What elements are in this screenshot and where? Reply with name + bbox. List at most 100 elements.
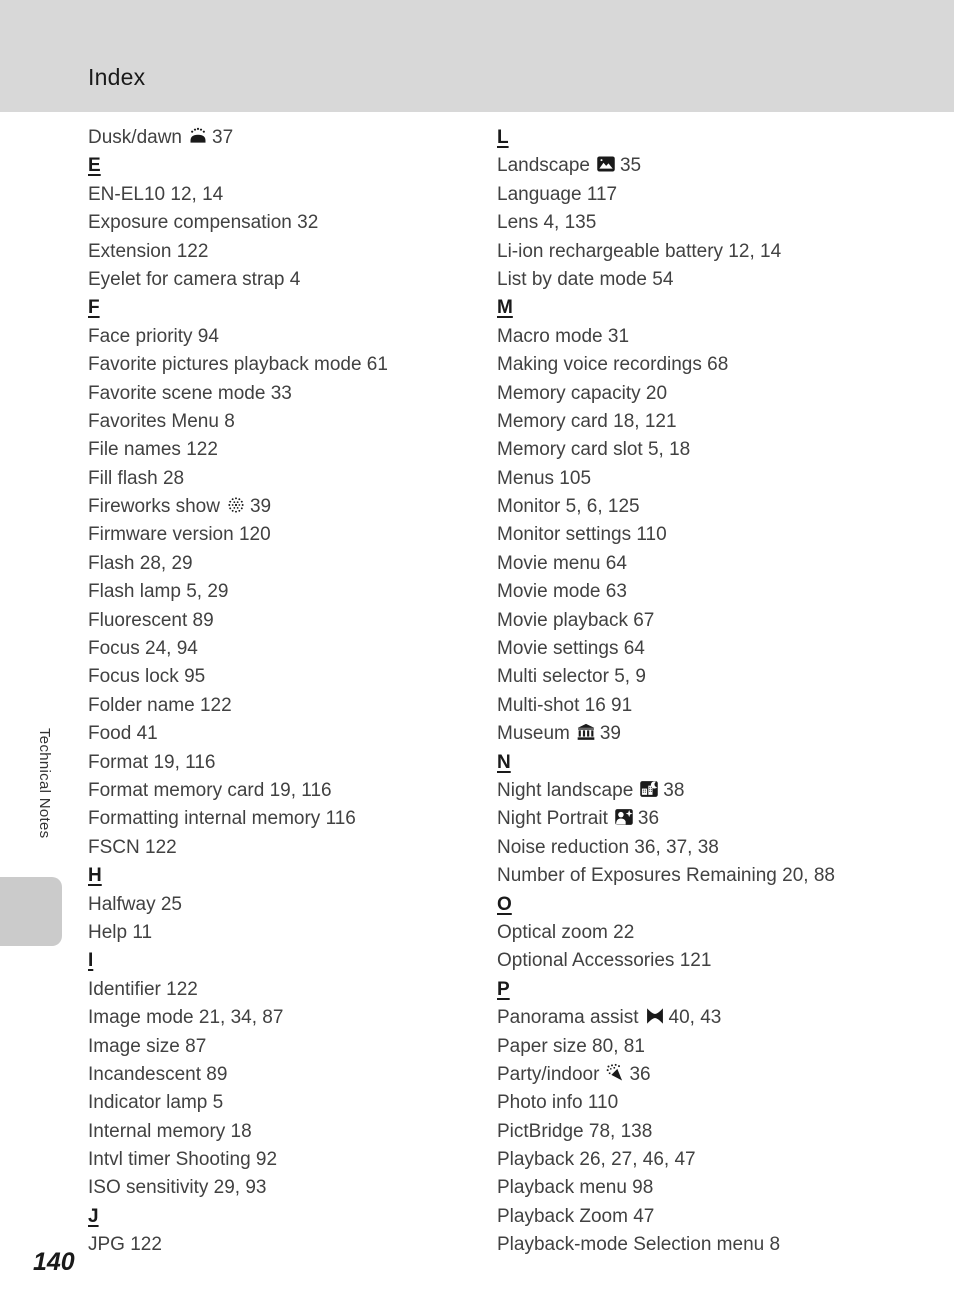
fireworks-icon (226, 495, 246, 515)
entry-label: Exposure compensation (88, 212, 292, 234)
entry-label: Fluorescent (88, 609, 188, 631)
index-entry: Playback Zoom 47 (497, 1203, 947, 1231)
entry-label: Language (497, 183, 582, 205)
entry-label: ISO sensitivity (88, 1177, 209, 1199)
index-entry: Monitor 5, 6, 125 (497, 493, 947, 521)
entry-label: FSCN (88, 836, 140, 858)
index-entry: Image mode 21, 34, 87 (88, 1004, 488, 1032)
entry-pages: 98 (626, 1177, 654, 1199)
section-letter-text: L (497, 127, 509, 148)
entry-label: Memory card (497, 410, 608, 432)
entry-label: Playback-mode Selection menu (497, 1234, 765, 1256)
section-letter: M (497, 294, 947, 322)
index-entry: List by date mode 54 (497, 266, 947, 294)
entry-pages: 92 (250, 1149, 278, 1171)
entry-pages: 54 (646, 268, 674, 290)
entry-label: Lens (497, 212, 539, 234)
index-entry: Favorites Menu 8 (88, 408, 488, 436)
entry-pages: 8 (218, 410, 235, 432)
index-entry: Face priority 94 (88, 323, 488, 351)
index-entry: Movie menu 64 (497, 550, 947, 578)
entry-pages: 19, 116 (148, 751, 216, 773)
entry-pages: 63 (600, 581, 627, 603)
entry-pages: 19, 116 (264, 779, 332, 801)
section-letter-text: P (497, 978, 510, 1000)
section-letter: H (88, 862, 488, 890)
entry-pages: 120 (233, 524, 271, 546)
entry-label: File names (88, 439, 181, 461)
entry-label: Halfway (88, 893, 156, 915)
entry-label: Paper size (497, 1035, 587, 1057)
entry-pages: 29, 93 (208, 1177, 267, 1199)
index-entry: Lens 4, 135 (497, 209, 947, 237)
index-entry: Li-ion rechargeable battery 12, 14 (497, 238, 947, 266)
chapter-label-vertical: Technical Notes (36, 728, 53, 839)
entry-pages: 116 (320, 808, 356, 830)
entry-pages: 8 (764, 1234, 781, 1256)
entry-pages: 39 (599, 723, 621, 745)
entry-label: Panorama assist (497, 1007, 639, 1029)
entry-label: Format (88, 751, 149, 773)
entry-label: Optional Accessories (497, 950, 675, 972)
entry-pages: 36, 37, 38 (629, 836, 719, 858)
entry-pages: 26, 27, 46, 47 (574, 1149, 696, 1171)
entry-pages: 39 (249, 496, 272, 518)
index-entry: Incandescent 89 (88, 1061, 488, 1089)
section-letter: J (88, 1203, 488, 1231)
entry-label: Night Portrait (497, 808, 608, 830)
page-title: Index (88, 64, 146, 90)
index-entry: Dusk/dawn 37 (88, 124, 488, 152)
entry-label: Intvl timer Shooting (88, 1149, 251, 1171)
index-entry: Favorite scene mode 33 (88, 380, 488, 408)
section-letter: O (497, 891, 947, 919)
entry-label: Identifier (88, 978, 161, 1000)
index-entry: Format 19, 116 (88, 749, 488, 777)
entry-label: Li-ion rechargeable battery (497, 240, 724, 262)
entry-pages: 5, 6, 125 (560, 496, 640, 518)
entry-label: Playback (497, 1149, 575, 1171)
entry-pages: 5, 9 (608, 666, 646, 688)
entry-label: Macro mode (497, 325, 603, 347)
section-letter: E (88, 152, 488, 180)
index-entry: Fluorescent 89 (88, 607, 488, 635)
entry-label: Focus lock (88, 666, 179, 688)
index-entry: JPG 122 (88, 1231, 488, 1259)
entry-pages: 105 (554, 467, 592, 489)
dusk-dawn-icon (188, 126, 208, 146)
chapter-tab (0, 877, 62, 946)
section-letter-text: E (88, 155, 101, 177)
page-number: 140 (33, 1248, 75, 1276)
index-entry: ISO sensitivity 29, 93 (88, 1174, 488, 1202)
index-entry: FSCN 122 (88, 834, 488, 862)
index-column-right: L Landscape 35 Language 117 Lens 4, 135 Li-io… (497, 124, 947, 1260)
entry-pages: 122 (171, 240, 209, 262)
index-entry: Macro mode 31 (497, 323, 947, 351)
entry-pages: 28, 29 (134, 552, 193, 574)
entry-label: Formatting internal memory (88, 808, 321, 830)
index-entry: Menus 105 (497, 465, 947, 493)
entry-label: Monitor (497, 496, 561, 518)
index-entry: Memory capacity 20 (497, 380, 947, 408)
index-column-left: Dusk/dawn 37 E EN-EL10 12, 14 Exposure compe… (88, 124, 488, 1260)
index-entry: Identifier 122 (88, 976, 488, 1004)
entry-pages: 24, 94 (139, 638, 198, 660)
index-entry: Movie settings 64 (497, 635, 947, 663)
section-letter-text: J (88, 1205, 99, 1227)
index-entry: Memory card slot 5, 18 (497, 436, 947, 464)
entry-pages: 68 (701, 354, 729, 376)
museum-icon (576, 722, 596, 742)
entry-label: Food (88, 723, 132, 745)
entry-pages: 4 (284, 268, 301, 290)
index-entry: Playback-mode Selection menu 8 (497, 1231, 947, 1259)
entry-label: Multi-shot 16 (497, 694, 606, 716)
entry-pages: 11 (127, 921, 153, 943)
section-letter-text: I (88, 950, 94, 972)
entry-label: Incandescent (88, 1063, 202, 1085)
entry-label: Fireworks show (88, 496, 220, 518)
entry-label: Movie playback (497, 609, 628, 631)
index-entry: Language 117 (497, 181, 947, 209)
index-entry: Internal memory 18 (88, 1118, 488, 1146)
entry-label: List by date mode (497, 268, 647, 290)
section-letter: L (497, 124, 947, 152)
index-entry: Multi-shot 16 91 (497, 692, 947, 720)
